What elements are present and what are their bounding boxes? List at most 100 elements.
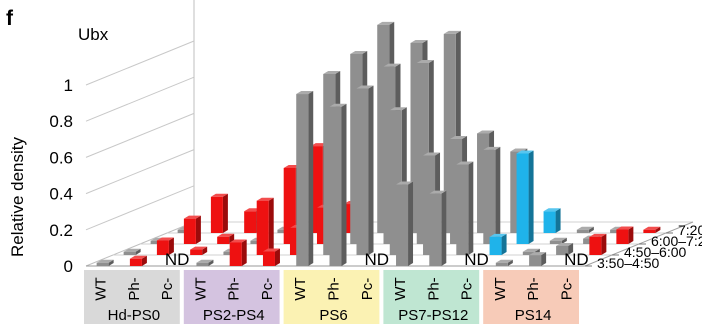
bar [643, 226, 661, 233]
bar-top [495, 259, 513, 263]
bar [296, 91, 314, 266]
bar-side [195, 215, 201, 244]
bar-top [410, 39, 428, 43]
region-label: Hd-PS0 [108, 307, 161, 324]
bar [516, 150, 534, 244]
bar [556, 242, 574, 255]
bar-top [256, 197, 274, 201]
bar [156, 237, 174, 255]
bar [495, 259, 513, 266]
bar [429, 190, 447, 266]
bar-top [329, 103, 347, 107]
bar-top [196, 259, 214, 263]
condition-label: WT [392, 277, 409, 300]
gridline [85, 112, 195, 158]
bar [229, 239, 247, 266]
bar [96, 259, 114, 266]
bar-front [529, 255, 542, 266]
nd-label: ND [464, 250, 489, 269]
bar-front [549, 240, 562, 244]
region-box-bg [183, 270, 280, 324]
bar [256, 197, 274, 255]
gridline [85, 76, 195, 122]
bar-front [576, 229, 589, 233]
bar-top [396, 181, 414, 185]
region-box-bg [383, 270, 480, 324]
bar-top [350, 50, 368, 54]
condition-label: WT [492, 277, 509, 300]
bar-front [250, 240, 263, 244]
timepoint-label: 7:20–12:00 [678, 222, 702, 238]
bar-top [383, 63, 401, 67]
bar-top [489, 233, 507, 237]
condition-label: Ph- [126, 277, 143, 300]
bar-top [456, 161, 474, 165]
bar-top [643, 226, 661, 230]
bar-top [190, 246, 208, 250]
bar-front [123, 251, 136, 255]
bar-top [262, 248, 280, 252]
region-box-bg [84, 270, 180, 324]
bar-top [616, 226, 634, 230]
timepoint-label: 6:00–7:20 [651, 233, 702, 249]
bar-front [583, 238, 596, 244]
bar-top [443, 30, 461, 34]
bar [183, 215, 201, 244]
bar-side [168, 237, 174, 255]
bar-side [141, 255, 147, 266]
bar-top [543, 208, 561, 212]
bar-top [129, 255, 147, 259]
bar [616, 226, 634, 244]
bar-side [368, 85, 374, 255]
bar-front [610, 229, 623, 233]
bar-front [150, 240, 163, 244]
bar-side [541, 252, 547, 266]
gridline [85, 40, 195, 86]
bar [329, 103, 347, 266]
bar-front [556, 245, 569, 255]
chart-title: Ubx [78, 25, 109, 44]
bar-side [135, 248, 141, 255]
y-tick-label: 1 [64, 76, 73, 95]
chart-bars [96, 21, 661, 266]
bar-side [555, 208, 561, 233]
condition-label: Ph- [326, 277, 343, 300]
bar-side [655, 226, 661, 233]
bar-front [429, 193, 442, 266]
bar-top [96, 259, 114, 263]
bar [190, 246, 208, 255]
bar [196, 259, 214, 266]
condition-label: Pc- [259, 278, 276, 301]
bar-top [423, 152, 441, 156]
bar-side [341, 103, 347, 266]
bar-front [217, 236, 230, 244]
region-label: PS6 [319, 307, 347, 324]
bar-front [190, 249, 203, 255]
bar-side [108, 259, 114, 266]
condition-label: WT [292, 277, 309, 300]
bar-top [377, 21, 395, 25]
bar-top [450, 136, 468, 140]
y-tick-label: 0.6 [49, 148, 73, 167]
bar [483, 146, 501, 244]
bar [123, 248, 141, 255]
bar-front [616, 229, 629, 244]
bar-front [516, 153, 529, 244]
bar-top [356, 85, 374, 89]
bar-front [196, 262, 209, 266]
bar-front [156, 240, 169, 255]
condition-label: Pc- [159, 278, 176, 301]
gridline [85, 185, 195, 231]
bar-top [576, 226, 594, 230]
bar-front [522, 251, 535, 255]
bar-front [543, 211, 556, 233]
nd-label: ND [165, 250, 190, 269]
condition-label: WT [192, 277, 209, 300]
bar-side [208, 259, 214, 266]
condition-label: Pc- [359, 278, 376, 301]
region-box-bg [483, 270, 579, 324]
bar [456, 161, 474, 255]
bar-front [643, 229, 656, 233]
bar-top [516, 150, 534, 154]
bar-side [222, 193, 228, 233]
